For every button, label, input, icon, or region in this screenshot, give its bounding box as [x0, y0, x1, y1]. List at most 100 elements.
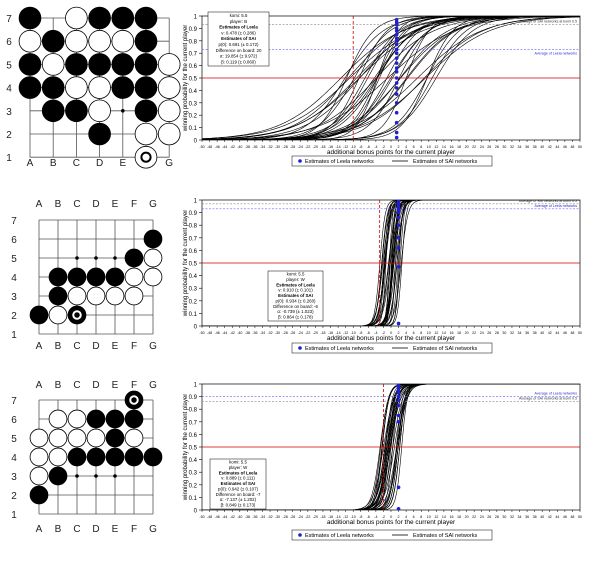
- chart-3: 00.10.20.30.40.50.60.70.80.91-50 -48 -46 -4…: [183, 383, 582, 541]
- x-tick-label: 14: [442, 145, 446, 149]
- x-tick-label: -44: [222, 331, 227, 335]
- x-tick-label: 42: [548, 145, 552, 149]
- x-tick-label: -12: [343, 331, 348, 335]
- y-axis-label: winning probability for the current play…: [183, 394, 189, 501]
- x-tick-label: -6: [367, 331, 370, 335]
- leela-point: [394, 22, 399, 27]
- white-stone: [124, 428, 144, 448]
- info-box: [267, 270, 324, 322]
- white-stone: [86, 428, 106, 448]
- black-stone: [67, 305, 87, 325]
- x-tick-label: -36: [252, 331, 257, 335]
- legend-leela-label: Estimates of Leela networks: [305, 533, 374, 539]
- black-stone: [41, 99, 65, 123]
- y-tick-label: 0.5: [189, 77, 198, 83]
- board-column-label: G: [149, 380, 157, 391]
- leela-point: [396, 208, 401, 212]
- black-stone: [88, 122, 111, 146]
- sai-average-label: Average of SAI networks at komi 0.5: [519, 397, 577, 401]
- y-tick-label: 0.1: [189, 312, 198, 318]
- y-tick-label: 0.4: [189, 458, 198, 464]
- x-tick-label: 10: [427, 145, 431, 149]
- x-tick-label: -32: [267, 145, 272, 149]
- x-tick-label: -14: [335, 145, 340, 149]
- board-row-label: 5: [6, 60, 12, 71]
- x-tick-label: -2: [382, 331, 385, 335]
- sai-curve: [202, 384, 580, 510]
- x-tick-label: 10: [427, 515, 431, 519]
- y-tick-label: 0.1: [189, 496, 198, 502]
- x-tick-label: -30: [275, 331, 280, 335]
- info-line: komi: 5.5: [287, 272, 305, 277]
- leela-point: [394, 101, 399, 105]
- x-axis-label: additional bonus points for the current …: [327, 519, 456, 526]
- board-dot: [121, 109, 125, 113]
- legend-sai-label: Estimates of SAI networks: [413, 159, 477, 165]
- leela-point: [396, 485, 401, 490]
- y-tick-label: 0.6: [189, 433, 198, 439]
- white-stone: [67, 428, 87, 448]
- board-row-label: 4: [6, 84, 12, 95]
- black-stone: [134, 53, 158, 76]
- sai-curve: [202, 200, 580, 326]
- info-line: Estimates of SAI: [278, 293, 313, 298]
- leela-point: [394, 70, 399, 74]
- leela-average-label: Average of Leela networks: [535, 51, 578, 55]
- black-stone: [134, 99, 158, 123]
- x-tick-label: 30: [502, 515, 506, 519]
- y-tick-label: 0.3: [189, 287, 198, 293]
- x-tick-label: -38: [245, 145, 250, 149]
- board-dot: [113, 256, 117, 260]
- white-stone: [48, 305, 68, 325]
- leela-point: [396, 388, 401, 393]
- x-tick-label: 34: [518, 145, 522, 149]
- x-tick-label: 46: [563, 515, 567, 519]
- sai-curve: [202, 200, 580, 326]
- x-tick-label: 38: [533, 515, 537, 519]
- white-stone: [143, 267, 163, 287]
- x-tick-label: 38: [533, 331, 537, 335]
- x-tick-label: -10: [351, 515, 356, 519]
- info-line: β: 0.849 (± 0.173): [221, 503, 256, 508]
- x-tick-label: 24: [480, 145, 484, 149]
- black-stone: [124, 409, 144, 429]
- last-move-marker: [129, 395, 139, 405]
- board-column-label: C: [73, 158, 80, 169]
- info-line: α: 19.854 (± 9.972): [220, 54, 258, 59]
- black-stone: [134, 76, 158, 99]
- board-column-label: G: [149, 341, 157, 352]
- legend-sai-label: Estimates of SAI networks: [413, 533, 477, 539]
- x-tick-label: 22: [472, 145, 476, 149]
- x-tick-label: -18: [320, 515, 325, 519]
- sai-curve: [202, 200, 580, 326]
- board-row-label: 2: [11, 311, 17, 322]
- sai-curve: [202, 200, 580, 326]
- white-stone: [41, 53, 65, 76]
- board-column-label: A: [36, 341, 43, 352]
- x-tick-label: 48: [570, 331, 574, 335]
- board-column-label: C: [73, 341, 80, 352]
- black-stone: [134, 6, 158, 30]
- white-stone: [29, 466, 49, 486]
- board-column-label: B: [55, 199, 62, 210]
- x-tick-label: 38: [533, 145, 537, 149]
- x-tick-label: -46: [215, 515, 220, 519]
- sai-curve: [202, 200, 580, 326]
- y-tick-label: 0.8: [189, 408, 198, 414]
- info-line: Estimates of Leela: [219, 470, 258, 475]
- board-column-label: B: [50, 158, 57, 169]
- white-stone: [88, 99, 111, 123]
- white-stone: [157, 53, 181, 76]
- white-stone: [105, 286, 125, 306]
- sai-curve: [202, 384, 580, 510]
- leela-point: [396, 203, 401, 207]
- leela-point: [396, 403, 401, 408]
- x-tick-label: 32: [510, 145, 514, 149]
- info-line: player: W: [286, 277, 305, 282]
- board-column-label: D: [92, 199, 99, 210]
- x-tick-label: 32: [510, 515, 514, 519]
- info-line: β: 0.864 (± 0.178): [278, 315, 313, 320]
- x-tick-label: -34: [260, 145, 265, 149]
- legend: Estimates of Leela networks Estimates of …: [291, 155, 493, 167]
- black-stone: [86, 447, 106, 467]
